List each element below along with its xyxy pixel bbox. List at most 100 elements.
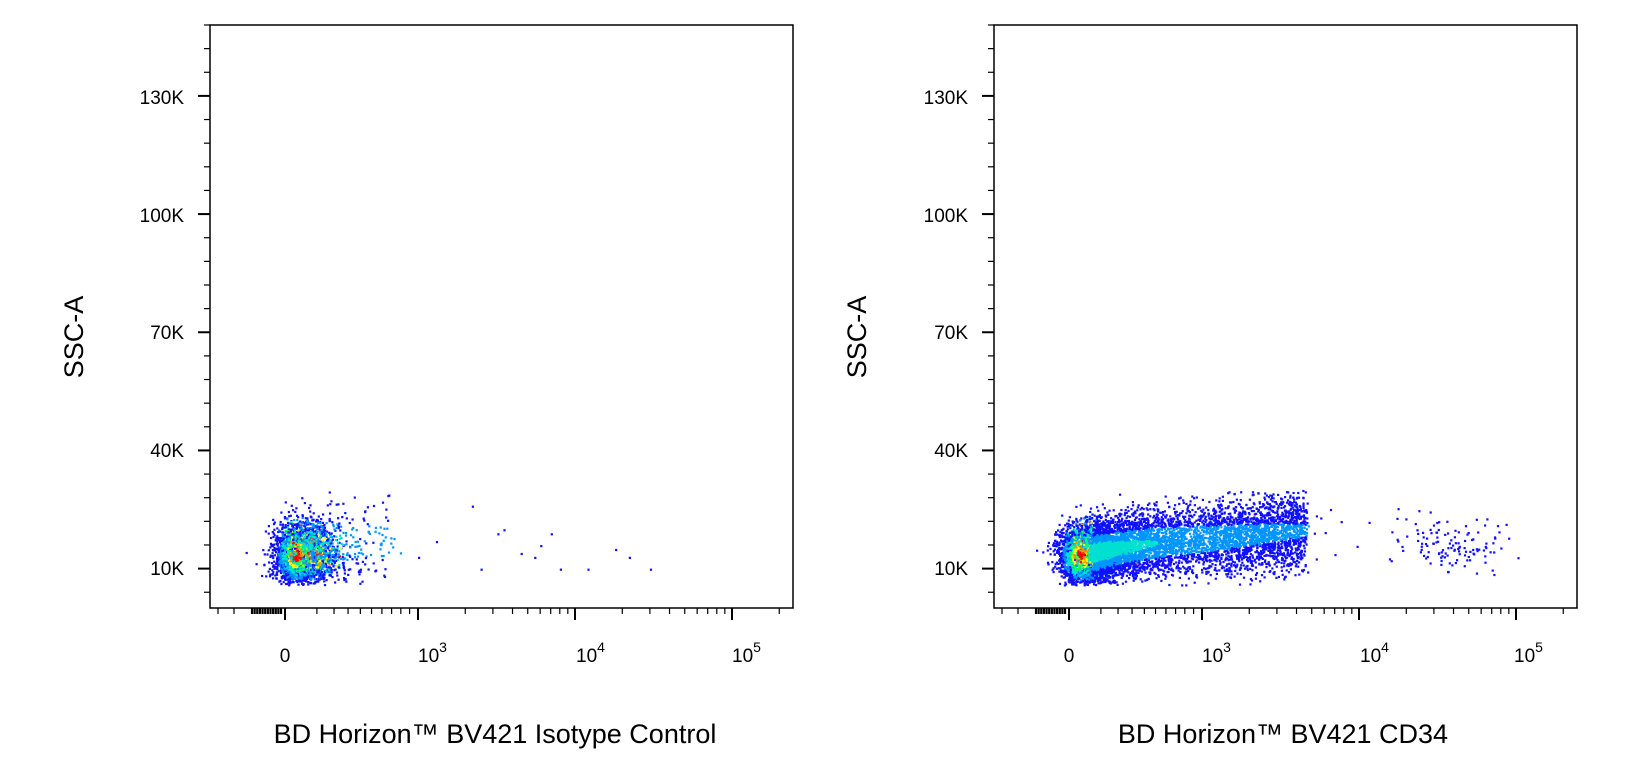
event-point <box>345 580 348 583</box>
event-point <box>317 525 320 528</box>
event-point <box>1091 513 1094 516</box>
event-point <box>304 562 307 565</box>
event-point <box>273 565 277 568</box>
event-point <box>290 560 293 563</box>
event-point <box>286 564 289 567</box>
y-tick-label: 100K <box>140 206 185 227</box>
plot-frame <box>209 24 794 609</box>
event-point <box>281 549 284 552</box>
event-point <box>276 573 279 576</box>
event-point <box>390 537 393 540</box>
event-point <box>323 543 326 547</box>
event-point <box>279 537 282 540</box>
event-point <box>352 536 355 539</box>
event-point <box>356 540 359 543</box>
event-point <box>310 582 313 585</box>
event-point <box>336 574 339 577</box>
event-point <box>300 565 303 568</box>
event-point <box>282 544 285 548</box>
event-point <box>321 561 324 564</box>
event-point <box>338 541 341 544</box>
event-point <box>305 555 308 558</box>
event-point <box>330 532 333 535</box>
event-point <box>471 505 474 508</box>
event-point <box>393 538 396 541</box>
event-point <box>328 520 331 523</box>
event-point <box>309 504 312 507</box>
event-point <box>343 579 346 582</box>
event-point <box>281 570 284 573</box>
event-point <box>316 524 319 527</box>
event-point <box>337 578 340 581</box>
event-point <box>347 568 350 571</box>
event-point <box>337 556 341 559</box>
event-point <box>284 563 287 567</box>
event-point <box>309 523 312 526</box>
event-point <box>329 503 332 506</box>
event-point <box>294 547 297 550</box>
event-point <box>295 507 298 510</box>
event-point <box>294 541 298 544</box>
event-point <box>333 528 336 531</box>
y-axis-title: SSC-A <box>59 296 89 379</box>
event-point <box>372 562 375 565</box>
event-point <box>321 576 324 579</box>
event-point <box>345 554 348 557</box>
event-point <box>540 545 543 548</box>
event-point <box>356 545 359 548</box>
event-point <box>295 556 298 559</box>
event-point <box>275 536 278 540</box>
event-point <box>497 533 500 536</box>
event-point <box>280 582 283 586</box>
event-point <box>323 523 326 527</box>
event-point <box>342 543 345 546</box>
event-point <box>307 581 310 584</box>
event-point <box>360 548 363 551</box>
event-point <box>317 521 320 524</box>
y-tick-label: 10K <box>150 559 184 580</box>
event-point <box>297 576 300 579</box>
event-point <box>294 534 297 537</box>
event-point <box>364 510 367 513</box>
event-point <box>326 555 329 558</box>
event-point <box>317 555 320 558</box>
event-point <box>1062 576 1065 579</box>
event-point <box>303 532 306 535</box>
event-point <box>295 552 298 555</box>
event-point <box>287 570 290 573</box>
event-point <box>383 527 386 530</box>
event-point <box>299 573 302 576</box>
event-point <box>327 566 330 569</box>
event-point <box>303 544 307 547</box>
event-point <box>288 533 291 536</box>
event-point <box>337 553 340 556</box>
event-point <box>333 561 337 564</box>
event-point <box>287 580 290 584</box>
event-point <box>284 516 287 520</box>
event-point <box>271 531 274 534</box>
event-point <box>302 552 306 555</box>
event-point <box>329 538 332 541</box>
event-point <box>1049 553 1052 556</box>
event-point <box>264 530 267 533</box>
event-point <box>280 543 283 546</box>
event-point <box>333 569 336 572</box>
event-point <box>276 567 279 570</box>
event-point <box>269 573 272 576</box>
event-point <box>288 574 291 577</box>
event-point <box>267 532 270 535</box>
event-point <box>317 566 320 569</box>
event-point <box>310 545 313 548</box>
event-point <box>349 568 352 571</box>
event-point <box>1107 513 1110 516</box>
event-point <box>296 548 300 551</box>
event-point <box>284 529 287 532</box>
event-point <box>312 548 315 551</box>
event-point <box>312 540 315 543</box>
event-point <box>289 530 293 533</box>
event-point <box>285 558 288 561</box>
event-point <box>297 553 300 556</box>
event-point <box>315 541 318 544</box>
event-point <box>319 547 322 550</box>
event-point <box>322 528 325 531</box>
